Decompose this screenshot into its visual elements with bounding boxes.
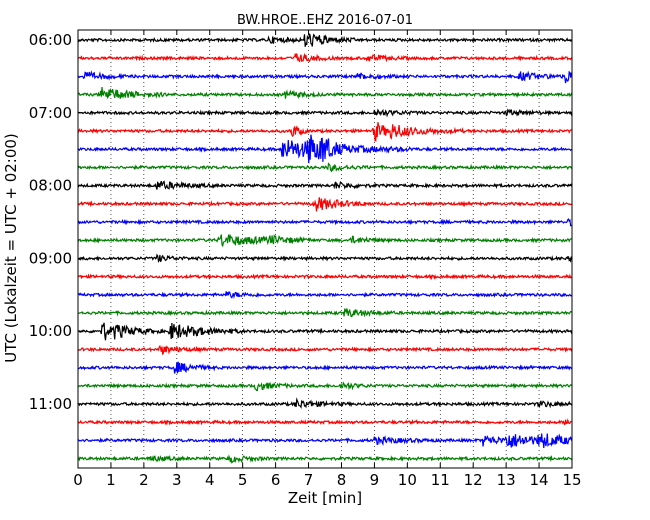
x-tick-label: 10 bbox=[398, 471, 417, 489]
trace-line bbox=[77, 361, 572, 374]
x-tick-label: 5 bbox=[238, 471, 248, 489]
trace-group bbox=[77, 33, 573, 464]
x-tick-label: 3 bbox=[172, 471, 182, 489]
trace-line bbox=[77, 291, 573, 300]
trace-line bbox=[77, 33, 573, 47]
trace-line bbox=[77, 108, 573, 118]
y-axis-label: UTC (Lokalzeit = UTC + 02:00) bbox=[2, 133, 20, 363]
x-tick-label: 11 bbox=[431, 471, 450, 489]
trace-line bbox=[77, 218, 573, 227]
x-tick-label: 13 bbox=[497, 471, 516, 489]
trace-line bbox=[77, 52, 573, 63]
y-axis: 06:00 07:00 08:00 09:00 10:00 11:00 bbox=[29, 31, 572, 413]
chart-title: BW.HROE..EHZ 2016-07-01 bbox=[237, 13, 413, 28]
y-tick-label: 08:00 bbox=[29, 177, 72, 195]
trace-line bbox=[77, 197, 573, 212]
trace-line bbox=[77, 134, 573, 164]
trace-line bbox=[77, 180, 573, 191]
y-tick-label: 07:00 bbox=[29, 104, 72, 122]
x-tick-label: 8 bbox=[337, 471, 347, 489]
y-tick-label: 09:00 bbox=[29, 249, 72, 267]
trace-line bbox=[77, 87, 573, 100]
x-tick-label: 1 bbox=[106, 471, 116, 489]
x-tick-label: 6 bbox=[271, 471, 281, 489]
trace-line bbox=[77, 454, 573, 464]
x-tick-label: 12 bbox=[464, 471, 483, 489]
y-tick-label: 06:00 bbox=[29, 31, 72, 49]
x-axis: 0 1 2 3 4 5 6 7 8 9 10 11 12 13 14 15 bbox=[73, 30, 582, 489]
x-tick-label: 2 bbox=[139, 471, 149, 489]
x-tick-label: 14 bbox=[530, 471, 549, 489]
x-axis-label: Zeit [min] bbox=[288, 489, 362, 507]
trace-line bbox=[77, 344, 573, 356]
y-tick-label: 10:00 bbox=[29, 322, 72, 340]
x-tick-label: 7 bbox=[304, 471, 314, 489]
trace-line bbox=[77, 322, 573, 341]
trace-line bbox=[77, 418, 573, 426]
trace-line bbox=[77, 397, 573, 410]
trace-line bbox=[77, 308, 573, 318]
x-tick-label: 0 bbox=[73, 471, 83, 489]
y-tick-label: 11:00 bbox=[29, 395, 72, 413]
x-tick-label: 4 bbox=[205, 471, 215, 489]
trace-line bbox=[77, 234, 573, 248]
x-tick-label: 9 bbox=[370, 471, 380, 489]
trace-line bbox=[77, 70, 573, 84]
trace-line bbox=[77, 253, 573, 263]
trace-line bbox=[77, 433, 573, 448]
trace-line bbox=[77, 381, 573, 392]
x-tick-label: 15 bbox=[562, 471, 581, 489]
trace-line bbox=[77, 162, 573, 173]
trace-line bbox=[77, 273, 573, 281]
plot-frame bbox=[77, 29, 573, 469]
trace-line bbox=[77, 122, 573, 142]
